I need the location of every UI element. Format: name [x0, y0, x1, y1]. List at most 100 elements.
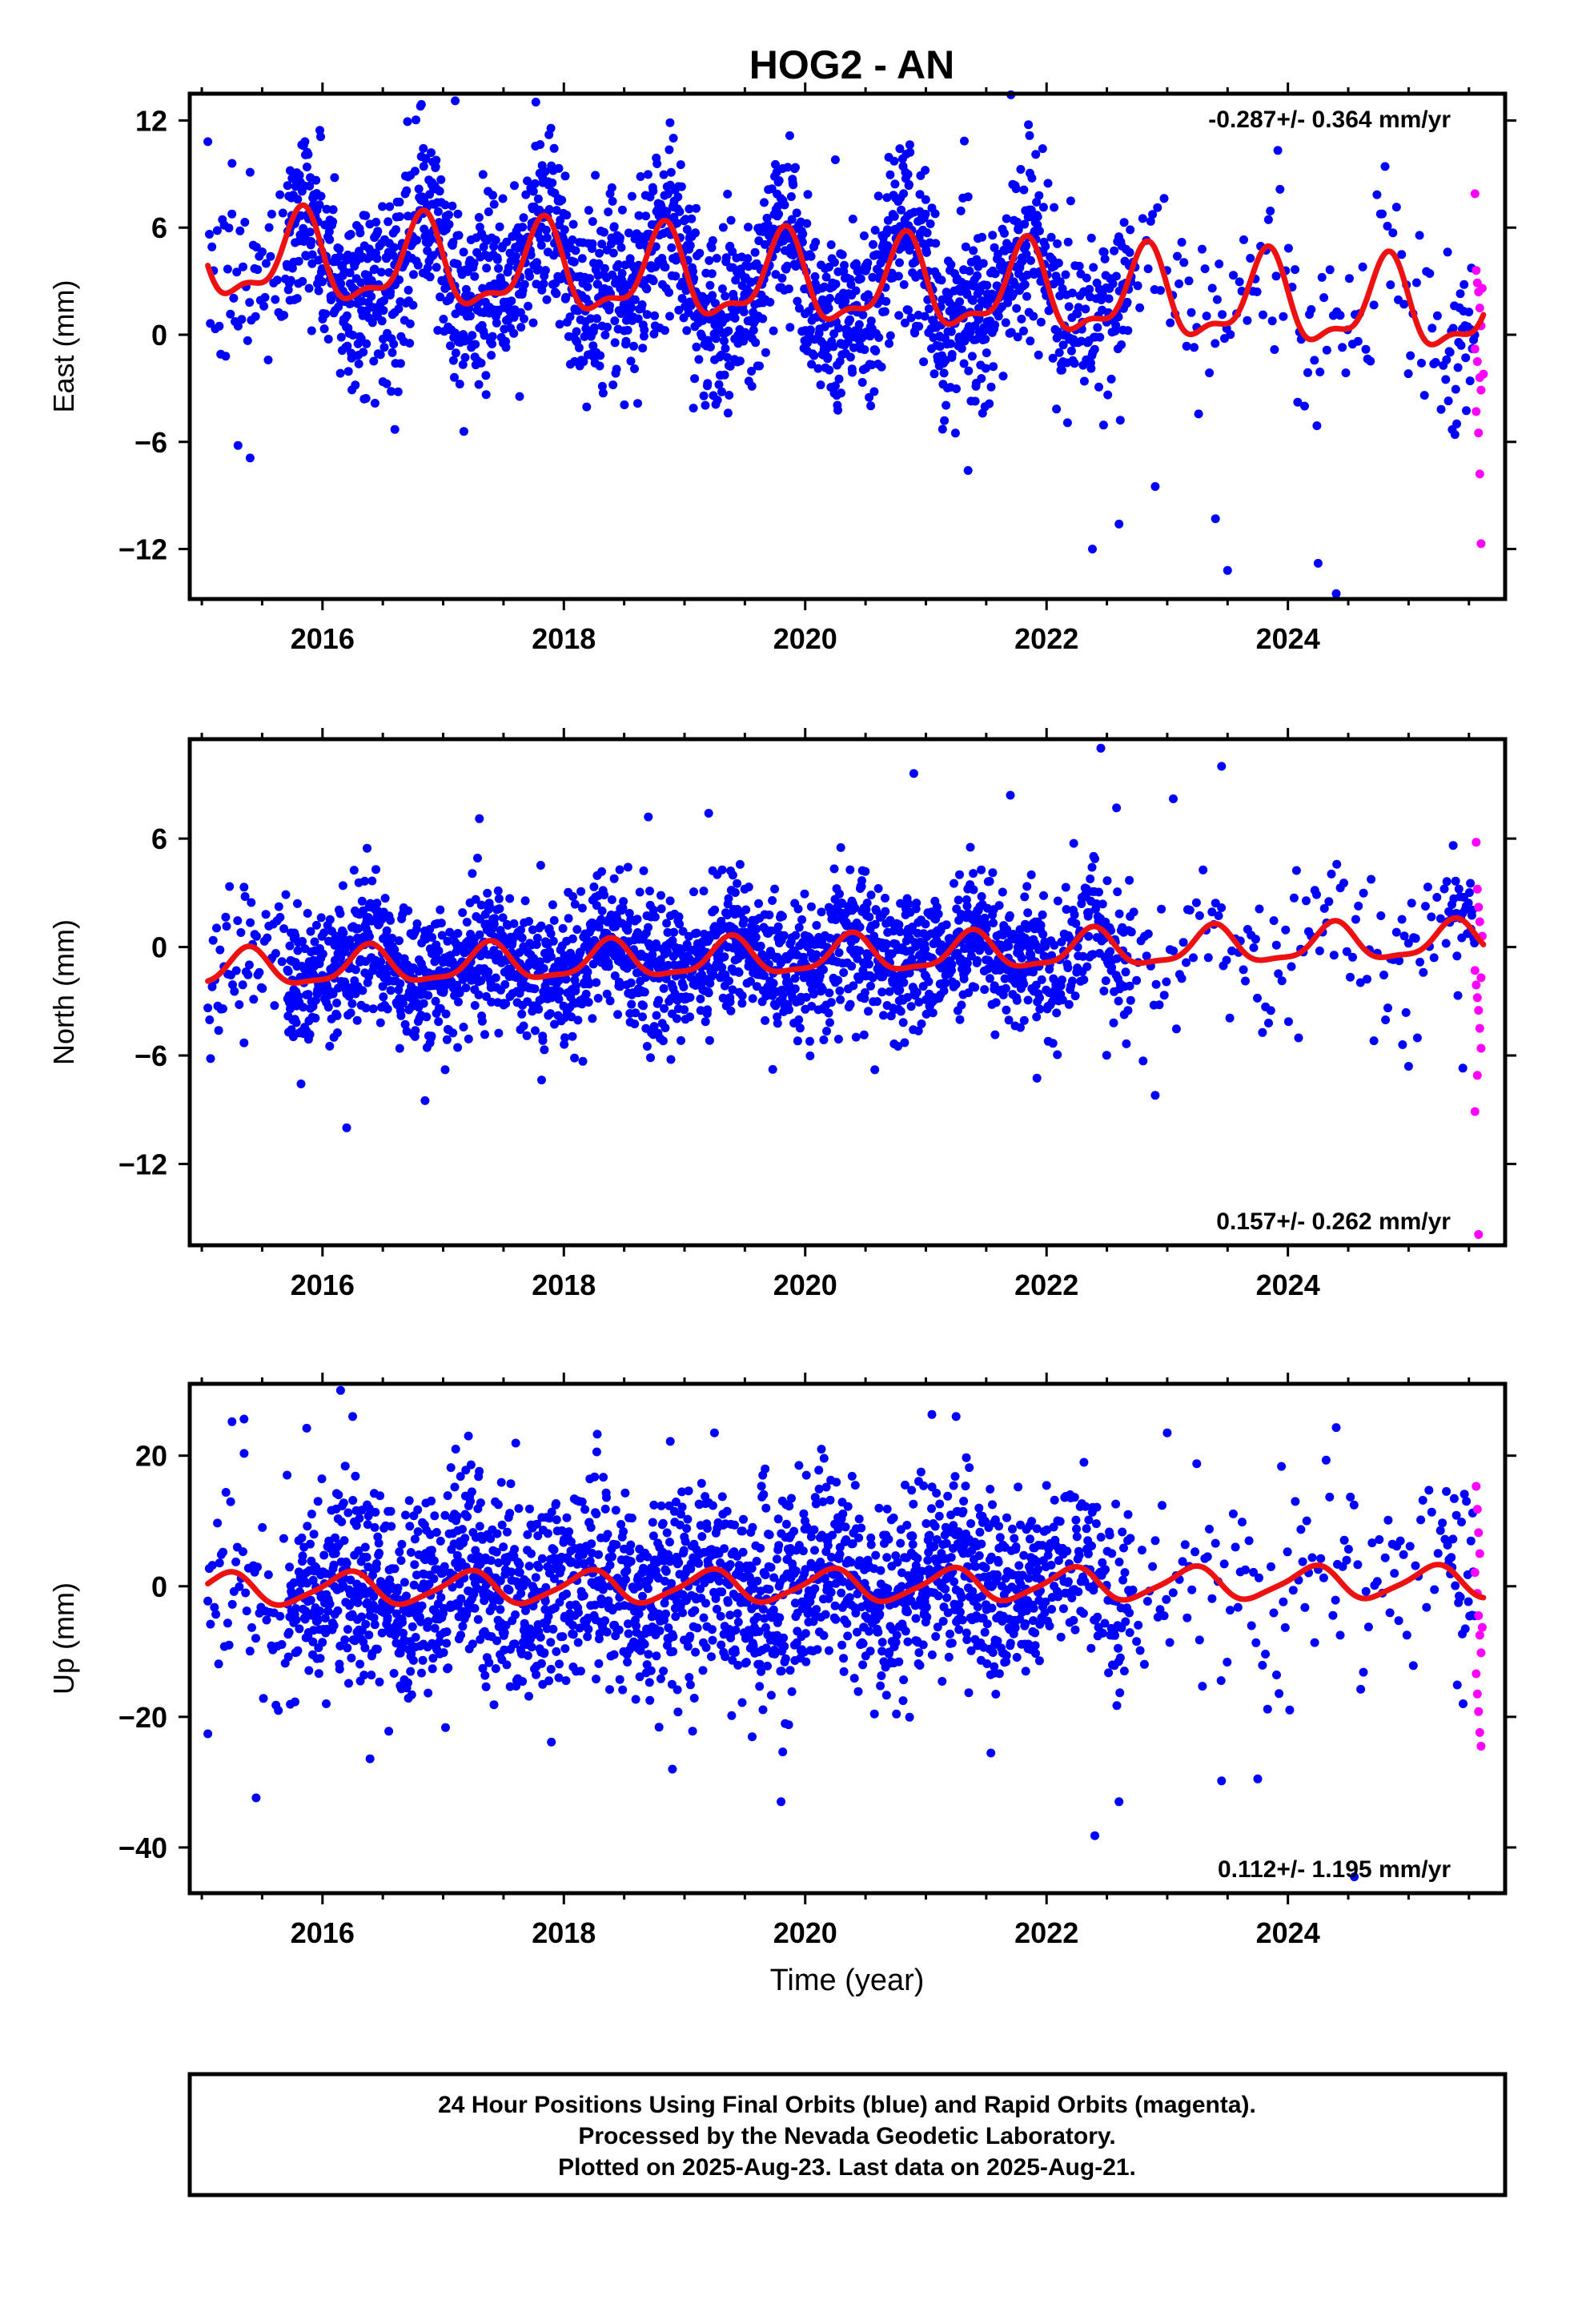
north-final-orbit-point	[1005, 911, 1014, 920]
north-final-orbit-point	[1102, 876, 1112, 886]
up-final-orbit-point	[291, 1697, 299, 1707]
east-final-orbit-point	[765, 297, 775, 307]
north-final-orbit-point	[1363, 975, 1371, 984]
north-final-orbit-point	[977, 892, 986, 901]
up-final-orbit-point	[239, 1547, 247, 1557]
east-final-orbit-point	[440, 200, 450, 210]
east-final-orbit-point	[1173, 251, 1182, 261]
east-final-orbit-point	[448, 201, 457, 211]
east-final-orbit-point	[724, 326, 733, 336]
east-final-orbit-point	[809, 351, 819, 360]
east-final-orbit-point	[685, 204, 694, 214]
east-final-orbit-point	[970, 396, 980, 406]
east-final-orbit-point	[432, 155, 441, 165]
east-x-tick-label: 2018	[532, 622, 596, 655]
up-final-orbit-point	[277, 1640, 287, 1649]
east-final-orbit-point	[233, 440, 243, 450]
north-final-orbit-point	[1412, 1033, 1422, 1043]
north-final-orbit-point	[924, 977, 934, 987]
east-final-orbit-point	[286, 275, 295, 285]
east-final-orbit-point	[1106, 374, 1116, 384]
east-final-orbit-point	[278, 208, 287, 218]
east-final-orbit-point	[298, 276, 307, 286]
north-final-orbit-point	[826, 998, 836, 1007]
up-final-orbit-point	[206, 1619, 215, 1629]
north-final-orbit-point	[404, 906, 413, 915]
north-final-orbit-point	[613, 1010, 623, 1019]
north-final-orbit-point	[870, 1065, 880, 1075]
east-final-orbit-point	[346, 230, 355, 239]
east-final-orbit-point	[685, 241, 695, 250]
north-final-orbit-point	[777, 911, 787, 921]
east-final-orbit-point	[692, 342, 701, 352]
north-final-orbit-point	[866, 981, 875, 991]
east-final-orbit-point	[343, 341, 352, 351]
east-final-orbit-point	[379, 306, 388, 316]
east-final-orbit-point	[1441, 375, 1451, 384]
east-final-orbit-point	[930, 209, 940, 219]
east-final-orbit-point	[285, 166, 295, 175]
east-final-orbit-point	[939, 368, 949, 378]
east-final-orbit-point	[404, 285, 413, 295]
east-final-orbit-point	[686, 301, 696, 310]
north-final-orbit-point	[1061, 883, 1070, 892]
east-final-orbit-point	[471, 340, 480, 349]
north-final-orbit-point	[797, 915, 807, 924]
east-final-orbit-point	[530, 179, 540, 188]
up-final-orbit-point	[279, 1534, 288, 1543]
east-final-orbit-point	[636, 172, 645, 181]
east-final-orbit-point	[588, 217, 597, 227]
east-final-orbit-point	[816, 380, 825, 390]
east-final-orbit-point	[409, 270, 418, 279]
north-final-orbit-point	[473, 854, 482, 862]
north-final-orbit-point	[701, 1017, 710, 1027]
north-final-orbit-point	[1191, 898, 1201, 907]
east-final-orbit-point	[721, 344, 730, 353]
east-final-orbit-point	[1081, 304, 1090, 314]
east-final-orbit-point	[689, 404, 698, 413]
north-final-orbit-point	[1058, 975, 1066, 985]
north-final-orbit-point	[1150, 1091, 1160, 1100]
north-final-orbit-point	[1214, 911, 1223, 920]
east-final-orbit-point	[1312, 421, 1322, 431]
north-final-orbit-point	[536, 921, 546, 931]
north-final-orbit-point	[549, 915, 559, 925]
up-final-orbit-point	[309, 1530, 319, 1539]
east-final-orbit-point	[1202, 312, 1211, 321]
east-final-orbit-point	[931, 239, 941, 248]
east-final-orbit-point	[771, 270, 781, 279]
east-final-orbit-point	[905, 140, 914, 150]
east-final-orbit-point	[491, 235, 500, 245]
east-final-orbit-point	[258, 247, 267, 256]
north-final-orbit-point	[1004, 942, 1014, 951]
north-final-orbit-point	[358, 986, 367, 995]
up-final-orbit-point	[293, 1646, 303, 1655]
north-final-orbit-point	[1239, 965, 1248, 975]
north-final-orbit-point	[790, 984, 800, 994]
north-final-orbit-point	[1052, 1008, 1062, 1018]
north-final-orbit-point	[428, 933, 437, 942]
north-final-orbit-point	[367, 876, 377, 886]
north-final-orbit-point	[847, 962, 857, 971]
east-final-orbit-point	[854, 320, 864, 329]
east-final-orbit-point	[826, 240, 836, 250]
east-final-orbit-point	[1066, 196, 1075, 206]
north-final-orbit-point	[383, 1004, 392, 1014]
east-final-orbit-point	[793, 296, 802, 306]
east-final-orbit-point	[899, 279, 909, 289]
north-final-orbit-point	[258, 983, 267, 993]
north-final-orbit-point	[251, 931, 261, 941]
north-final-orbit-point	[1398, 1040, 1407, 1049]
east-final-orbit-point	[568, 219, 578, 229]
east-final-orbit-point	[433, 207, 443, 216]
east-final-orbit-point	[436, 292, 445, 302]
north-final-orbit-point	[230, 987, 239, 996]
north-final-orbit-point	[470, 1001, 480, 1010]
east-final-orbit-point	[1115, 416, 1125, 425]
north-final-orbit-point	[626, 978, 636, 987]
east-final-orbit-point	[785, 131, 794, 140]
east-final-orbit-point	[1064, 302, 1074, 312]
north-final-orbit-point	[490, 914, 500, 923]
east-final-orbit-point	[389, 243, 399, 252]
north-final-orbit-point	[778, 991, 788, 1000]
